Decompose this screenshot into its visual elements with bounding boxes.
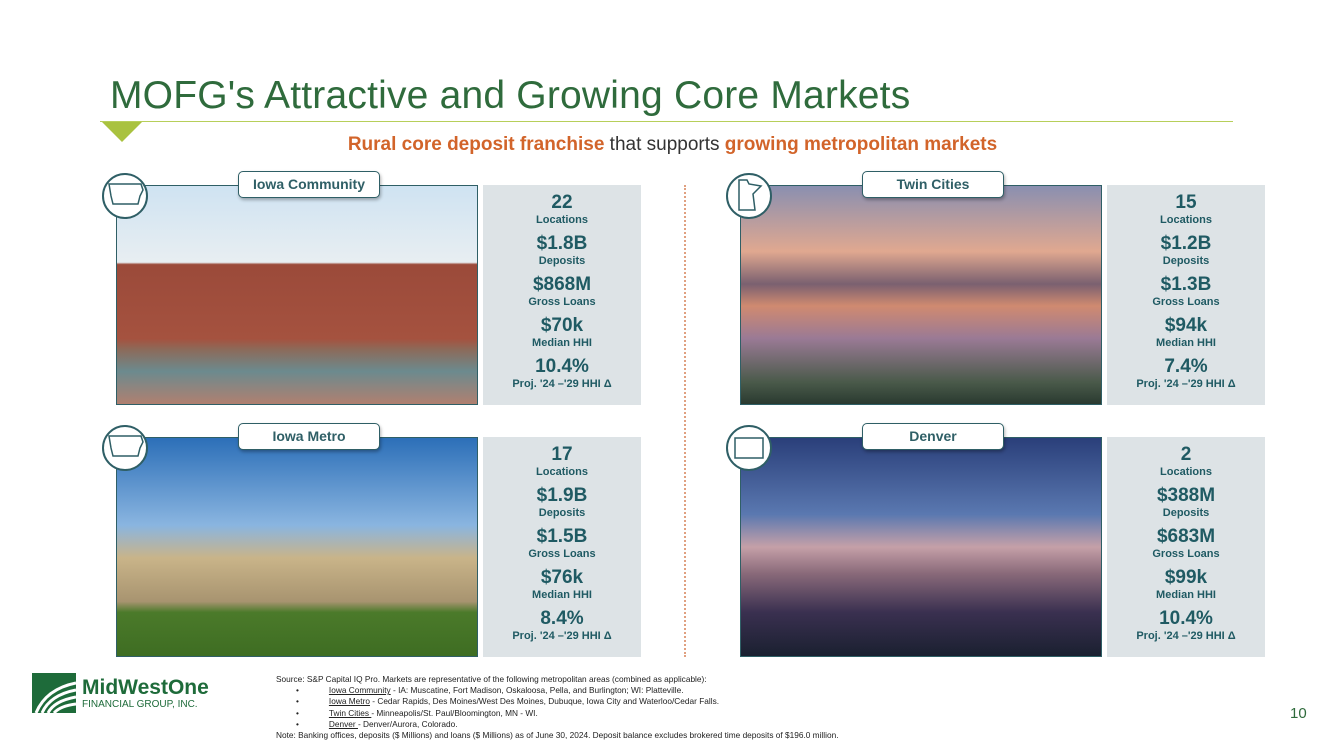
loans-label: Gross Loans xyxy=(1152,548,1220,560)
subtitle: Rural core deposit franchise that suppor… xyxy=(0,134,1331,156)
footnote-bullet: • Denver - Denver/Aurora, Colorado. xyxy=(296,718,458,729)
footnote-text: - IA: Muscatine, Fort Madison, Oskaloosa… xyxy=(390,685,684,696)
footnote-source: Source: S&P Capital IQ Pro. Markets are … xyxy=(276,674,707,684)
hhi-label: Median HHI xyxy=(1156,589,1216,601)
loans-value: $868M xyxy=(532,274,592,295)
loans-value: $1.3B xyxy=(1160,274,1212,295)
subtitle-mid: that supports xyxy=(604,134,725,155)
market-photo-iowa-metro xyxy=(116,437,478,657)
market-photo-twin-cities xyxy=(740,185,1102,405)
footnote-term: Denver xyxy=(328,718,358,729)
deposits-label: Deposits xyxy=(538,507,586,519)
deposits-label: Deposits xyxy=(538,255,586,267)
market-label-twin-cities: Twin Cities xyxy=(862,171,1004,198)
logo-name: MidWestOne xyxy=(82,675,209,699)
logo: MidWestOne FINANCIAL GROUP, INC. xyxy=(32,673,209,713)
minnesota-map-icon xyxy=(726,173,772,219)
market-stats-denver: 2 Locations $388M Deposits $683M Gross L… xyxy=(1107,437,1265,657)
locations-value: 15 xyxy=(1175,192,1197,213)
footnote-term: Iowa Community xyxy=(328,685,391,696)
locations-label: Locations xyxy=(536,214,588,226)
footnote-bullet: • Iowa Metro - Cedar Rapids, Des Moines/W… xyxy=(296,696,720,707)
footnote-text: - Cedar Rapids, Des Moines/West Des Moin… xyxy=(369,696,720,707)
hhi-value: $70k xyxy=(540,315,584,336)
locations-label: Locations xyxy=(1160,214,1212,226)
deposits-value: $1.2B xyxy=(1160,233,1212,254)
deposits-value: $388M xyxy=(1156,485,1216,506)
iowa-map-icon xyxy=(102,173,148,219)
hhi-value: $94k xyxy=(1164,315,1208,336)
market-label-denver: Denver xyxy=(862,423,1004,450)
loans-value: $683M xyxy=(1156,526,1216,547)
proj-label: Proj. '24 –'29 HHI Δ xyxy=(512,378,612,390)
footnote-bullet: • Twin Cities - Minneapolis/St. Paul/Bloo… xyxy=(296,707,538,718)
deposits-value: $1.9B xyxy=(536,485,588,506)
locations-label: Locations xyxy=(1160,466,1212,478)
market-stats-twin-cities: 15 Locations $1.2B Deposits $1.3B Gross … xyxy=(1107,185,1265,405)
footnote-term: Twin Cities xyxy=(328,707,372,718)
locations-label: Locations xyxy=(536,466,588,478)
subtitle-highlight-1: Rural core deposit franchise xyxy=(347,134,605,155)
hhi-label: Median HHI xyxy=(1156,337,1216,349)
hhi-value: $76k xyxy=(540,567,584,588)
locations-value: 2 xyxy=(1180,444,1192,465)
footnote-bullet: • Iowa Community - IA: Muscatine, Fort Ma… xyxy=(296,685,684,696)
proj-label: Proj. '24 –'29 HHI Δ xyxy=(512,630,612,642)
deposits-value: $1.8B xyxy=(536,233,588,254)
loans-label: Gross Loans xyxy=(1152,296,1220,308)
hhi-value: $99k xyxy=(1164,567,1208,588)
divider xyxy=(684,185,686,657)
footnote-text: - Minneapolis/St. Paul/Bloomington, MN -… xyxy=(371,707,538,718)
deposits-label: Deposits xyxy=(1162,255,1210,267)
proj-value: 8.4% xyxy=(540,608,584,629)
proj-value: 10.4% xyxy=(535,356,589,377)
title-triangle-marker xyxy=(102,122,142,142)
logo-mark-icon xyxy=(32,673,76,713)
market-photo-iowa-community xyxy=(116,185,478,405)
title-rule xyxy=(100,121,1233,122)
proj-value: 10.4% xyxy=(1159,608,1213,629)
proj-label: Proj. '24 –'29 HHI Δ xyxy=(1136,378,1236,390)
page-title: MOFG's Attractive and Growing Core Marke… xyxy=(110,74,911,117)
market-label-iowa-metro: Iowa Metro xyxy=(238,423,380,450)
market-photo-denver xyxy=(740,437,1102,657)
footnotes: Source: S&P Capital IQ Pro. Markets are … xyxy=(276,674,839,741)
deposits-label: Deposits xyxy=(1162,507,1210,519)
logo-sub: FINANCIAL GROUP, INC. xyxy=(82,698,198,710)
market-stats-iowa-metro: 17 Locations $1.9B Deposits $1.5B Gross … xyxy=(483,437,641,657)
loans-label: Gross Loans xyxy=(528,548,596,560)
colorado-map-icon xyxy=(726,425,772,471)
locations-value: 17 xyxy=(551,444,573,465)
market-stats-iowa-community: 22 Locations $1.8B Deposits $868M Gross … xyxy=(483,185,641,405)
loans-label: Gross Loans xyxy=(528,296,596,308)
hhi-label: Median HHI xyxy=(532,589,592,601)
hhi-label: Median HHI xyxy=(532,337,592,349)
page-number: 10 xyxy=(1290,705,1307,722)
subtitle-highlight-2: growing metropolitan markets xyxy=(724,134,998,155)
footnote-text: - Denver/Aurora, Colorado. xyxy=(357,718,458,729)
locations-value: 22 xyxy=(551,192,573,213)
loans-value: $1.5B xyxy=(536,526,588,547)
proj-value: 7.4% xyxy=(1164,356,1208,377)
proj-label: Proj. '24 –'29 HHI Δ xyxy=(1136,630,1236,642)
market-label-iowa-community: Iowa Community xyxy=(238,171,380,198)
iowa-map-icon xyxy=(102,425,148,471)
footnote-term: Iowa Metro xyxy=(328,696,370,707)
footnote-note: Note: Banking offices, deposits ($ Milli… xyxy=(276,730,839,741)
